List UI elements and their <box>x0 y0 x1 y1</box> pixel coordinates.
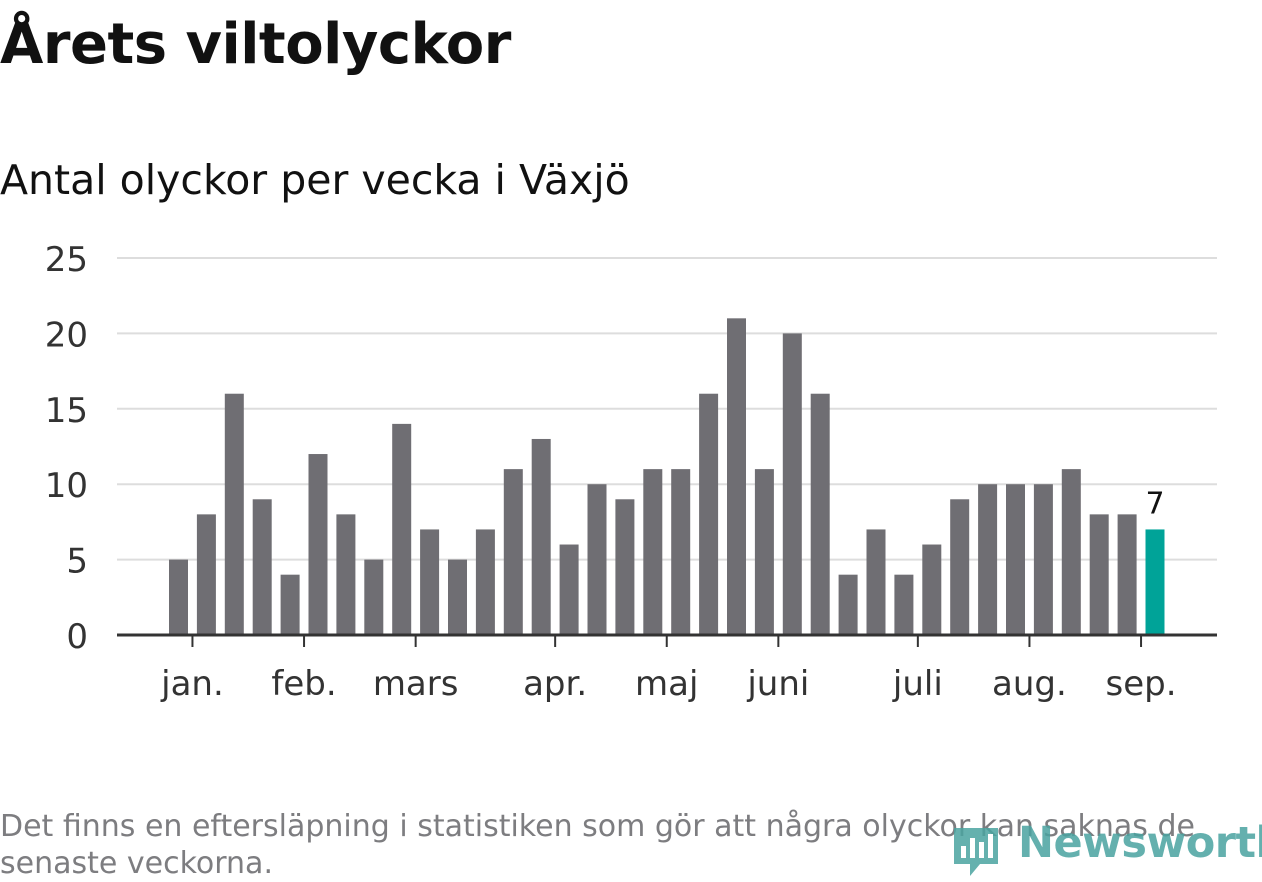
chart-subtitle: Antal olyckor per vecka i Växjö <box>0 156 630 204</box>
x-tick-label: aug. <box>992 664 1067 704</box>
y-axis-tick-labels: 0 5 10 15 20 25 <box>45 240 88 657</box>
bar <box>336 514 356 635</box>
bar <box>531 438 551 635</box>
bar <box>1117 514 1137 635</box>
bar <box>1033 484 1053 635</box>
bar <box>615 499 635 635</box>
bar <box>643 469 663 635</box>
bar <box>782 333 802 635</box>
x-tick-label: juni <box>746 664 809 704</box>
newsworthy-logo-icon <box>954 828 998 876</box>
bar <box>950 499 970 635</box>
bar <box>364 559 384 635</box>
bar <box>308 454 328 635</box>
y-tick-label: 25 <box>45 240 88 280</box>
bar <box>475 529 495 635</box>
bars <box>169 318 1165 635</box>
x-tick-label: jan. <box>160 664 224 704</box>
bar <box>252 499 272 635</box>
y-tick-label: 20 <box>45 315 88 355</box>
chart-title: Årets viltolyckor <box>0 12 511 77</box>
bar <box>392 423 412 635</box>
bar <box>559 544 579 635</box>
y-tick-label: 10 <box>45 466 88 506</box>
newsworthy-logo: Newsworthy <box>950 818 1262 880</box>
bar <box>224 393 244 635</box>
logo-text: Newsworthy <box>1018 818 1262 868</box>
bar <box>503 469 523 635</box>
bar <box>754 469 774 635</box>
bar <box>699 393 719 635</box>
x-tick-label: feb. <box>271 664 336 704</box>
bar-highlight <box>1145 529 1165 635</box>
bar <box>196 514 216 635</box>
grid-lines <box>117 257 1217 561</box>
x-tick-label: apr. <box>523 664 587 704</box>
y-tick-label: 5 <box>66 542 88 582</box>
x-tick-label: maj <box>635 664 698 704</box>
bar <box>448 559 467 635</box>
y-tick-label: 15 <box>45 391 88 431</box>
bar <box>727 318 746 635</box>
bar <box>1061 469 1081 635</box>
bar <box>169 559 188 635</box>
bar <box>838 574 858 635</box>
x-tick-label: sep. <box>1106 664 1177 704</box>
x-axis <box>117 633 1217 647</box>
data-labels: 7 <box>1145 486 1164 521</box>
bar <box>1006 484 1025 635</box>
bar <box>810 393 830 635</box>
bar <box>978 484 998 635</box>
bar <box>922 544 942 635</box>
x-tick-label: mars <box>373 664 459 704</box>
bar <box>1089 514 1109 635</box>
bar <box>894 574 914 635</box>
bar <box>420 529 440 635</box>
highlight-data-label: 7 <box>1145 486 1164 521</box>
x-tick-label: juli <box>892 664 943 704</box>
weekly-accidents-bar-chart: 0 5 10 15 20 25 jan. feb. mars apr. maj juni juli au… <box>45 240 1217 704</box>
y-tick-label: 0 <box>66 617 88 657</box>
x-axis-tick-labels: jan. feb. mars apr. maj juni juli aug. sep. <box>160 664 1176 704</box>
bar <box>587 484 607 635</box>
bar <box>671 469 691 635</box>
bar <box>280 574 300 635</box>
bar <box>866 529 886 635</box>
